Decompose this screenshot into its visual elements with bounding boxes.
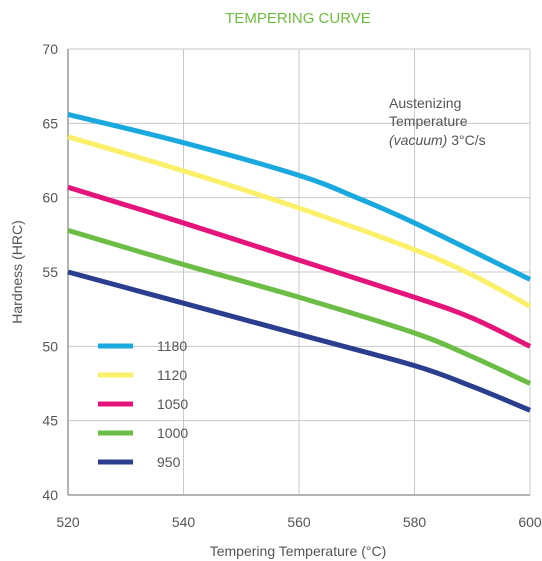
- y-tick-label-55: 55: [42, 264, 58, 280]
- series-line-1050: [67, 184, 532, 349]
- y-tick-label-40: 40: [42, 487, 58, 503]
- y-tick-label-60: 60: [42, 190, 58, 206]
- chart-title: TEMPERING CURVE: [225, 10, 371, 27]
- tick-labels: 40 45 50 55 60 65 70 520 540 560 580 600: [42, 41, 541, 530]
- legend-label-1050: 1050: [157, 396, 188, 412]
- annotation-line-2: Temperature: [389, 113, 468, 129]
- annotation-line-1: Austenizing: [389, 95, 461, 111]
- y-axis-title: Hardness (HRC): [9, 220, 25, 323]
- series-line-1000: [67, 227, 532, 386]
- grid: [68, 48, 531, 495]
- x-tick-label-580: 580: [403, 514, 427, 530]
- y-tick-label-65: 65: [42, 115, 58, 131]
- legend-label-1120: 1120: [157, 367, 187, 383]
- x-tick-label-520: 520: [56, 514, 80, 530]
- x-tick-label-540: 540: [172, 514, 196, 530]
- x-tick-label-600: 600: [518, 514, 542, 530]
- series-line-950: [67, 269, 531, 413]
- series-line-1180: [67, 111, 532, 282]
- annotation: Austenizing Temperature (vacuum) 3°C/s: [389, 95, 486, 148]
- legend: 1180 1120 1050 1000 950: [98, 338, 188, 470]
- legend-label-1180: 1180: [157, 338, 187, 354]
- y-tick-label-70: 70: [42, 41, 58, 57]
- annotation-rate: 3°C/s: [447, 132, 485, 148]
- annotation-line-3: (vacuum) 3°C/s: [389, 132, 486, 148]
- x-tick-label-560: 560: [287, 514, 311, 530]
- legend-label-1000: 1000: [157, 425, 188, 441]
- x-axis-title: Tempering Temperature (°C): [210, 543, 387, 559]
- series-line-1120: [67, 134, 532, 309]
- series-lines: [67, 111, 532, 413]
- y-tick-label-50: 50: [42, 338, 58, 354]
- legend-label-950: 950: [157, 454, 181, 470]
- y-tick-label-45: 45: [42, 413, 58, 429]
- annotation-vacuum: (vacuum): [389, 132, 447, 148]
